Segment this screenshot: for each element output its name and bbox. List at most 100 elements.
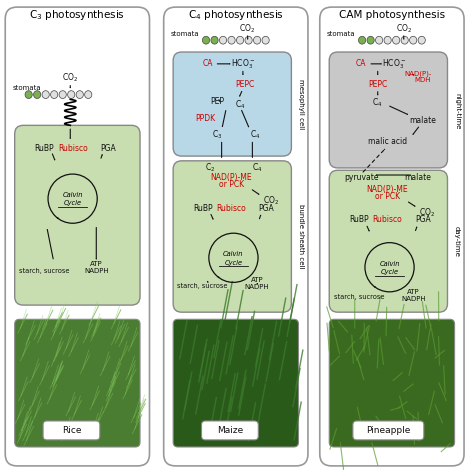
Text: CO$_2$: CO$_2$ — [396, 22, 412, 35]
Text: C$_4$: C$_4$ — [252, 162, 262, 174]
Text: HCO$_3^-$: HCO$_3^-$ — [231, 57, 255, 70]
Text: HCO$_3^-$: HCO$_3^-$ — [382, 57, 406, 70]
Text: stomata: stomata — [171, 31, 200, 37]
Text: C$_4$: C$_4$ — [373, 97, 383, 109]
Text: ATP
NADPH: ATP NADPH — [401, 289, 426, 302]
Text: C$_2$: C$_2$ — [205, 162, 215, 174]
Text: starch, sucrose: starch, sucrose — [177, 283, 228, 289]
Text: RuBP: RuBP — [349, 215, 369, 225]
Text: PGA: PGA — [415, 215, 430, 225]
Ellipse shape — [34, 91, 41, 98]
Text: CO$_2$: CO$_2$ — [239, 22, 256, 35]
Ellipse shape — [51, 91, 58, 98]
FancyBboxPatch shape — [320, 7, 464, 466]
Text: night-time: night-time — [454, 93, 460, 129]
Text: NAD(P)-ME: NAD(P)-ME — [366, 184, 408, 194]
Text: C$_3$ photosynthesis: C$_3$ photosynthesis — [29, 8, 125, 22]
Text: starch, sucrose: starch, sucrose — [19, 268, 70, 273]
Text: CO$_2$: CO$_2$ — [62, 72, 78, 84]
FancyBboxPatch shape — [5, 7, 149, 466]
Text: stomata: stomata — [12, 85, 41, 90]
Text: CO$_2$: CO$_2$ — [263, 194, 280, 207]
Ellipse shape — [384, 36, 391, 44]
Ellipse shape — [375, 36, 383, 44]
Text: Calvin: Calvin — [223, 252, 244, 257]
Text: Rubisco: Rubisco — [372, 215, 402, 225]
FancyBboxPatch shape — [173, 319, 299, 447]
Text: C$_4$: C$_4$ — [235, 99, 246, 111]
Text: RuBP: RuBP — [193, 203, 212, 213]
Text: CA: CA — [202, 59, 213, 69]
Text: PEPC: PEPC — [236, 79, 255, 89]
Ellipse shape — [401, 36, 408, 44]
FancyBboxPatch shape — [43, 421, 100, 440]
Ellipse shape — [76, 91, 83, 98]
Text: Rice: Rice — [62, 426, 81, 435]
Ellipse shape — [68, 91, 75, 98]
Ellipse shape — [367, 36, 374, 44]
Text: pyruvate: pyruvate — [344, 173, 378, 182]
FancyBboxPatch shape — [329, 319, 455, 447]
Ellipse shape — [254, 36, 261, 44]
Text: Calvin: Calvin — [379, 261, 400, 267]
Text: stomata: stomata — [327, 31, 356, 37]
Ellipse shape — [202, 36, 210, 44]
Ellipse shape — [59, 91, 66, 98]
Text: CAM photosynthesis: CAM photosynthesis — [339, 10, 445, 20]
Text: Cycle: Cycle — [64, 201, 82, 206]
Text: C$_4$ photosynthesis: C$_4$ photosynthesis — [188, 8, 284, 22]
Text: CA: CA — [356, 59, 366, 69]
Text: Pineapple: Pineapple — [366, 426, 410, 435]
Text: or PCK: or PCK — [219, 180, 244, 189]
Ellipse shape — [392, 36, 400, 44]
Text: mesophyll cell: mesophyll cell — [298, 79, 304, 129]
Ellipse shape — [237, 36, 244, 44]
FancyBboxPatch shape — [329, 52, 447, 168]
Text: PPDK: PPDK — [195, 114, 215, 123]
Text: C$_4$: C$_4$ — [249, 129, 260, 141]
Text: bundle sheath cell: bundle sheath cell — [298, 204, 304, 269]
Text: RuBP: RuBP — [35, 144, 54, 154]
Text: MDH: MDH — [414, 78, 431, 83]
FancyBboxPatch shape — [15, 319, 140, 447]
FancyBboxPatch shape — [173, 52, 292, 156]
FancyBboxPatch shape — [15, 125, 140, 305]
Text: Rubisco: Rubisco — [58, 144, 88, 154]
Text: or PCK: or PCK — [374, 192, 400, 201]
Text: NAD(P)-: NAD(P)- — [404, 70, 432, 77]
Text: malate: malate — [409, 116, 436, 125]
Text: PGA: PGA — [259, 203, 274, 213]
Ellipse shape — [245, 36, 252, 44]
Ellipse shape — [418, 36, 425, 44]
FancyBboxPatch shape — [173, 161, 292, 312]
Text: starch, sucrose: starch, sucrose — [334, 294, 384, 300]
Text: C$_3$: C$_3$ — [212, 129, 222, 141]
Text: malic acid: malic acid — [368, 137, 407, 147]
Ellipse shape — [25, 91, 32, 98]
Text: day-time: day-time — [454, 226, 460, 257]
FancyBboxPatch shape — [164, 7, 308, 466]
FancyBboxPatch shape — [353, 421, 424, 440]
Text: CO$_2$: CO$_2$ — [419, 207, 436, 219]
Text: Cycle: Cycle — [381, 269, 399, 275]
Ellipse shape — [219, 36, 227, 44]
Text: malate: malate — [404, 173, 431, 182]
Text: Calvin: Calvin — [63, 193, 83, 198]
Text: PEPC: PEPC — [368, 79, 387, 89]
Ellipse shape — [85, 91, 92, 98]
Text: Rubisco: Rubisco — [216, 203, 246, 213]
Ellipse shape — [42, 91, 49, 98]
Text: Maize: Maize — [217, 426, 243, 435]
Ellipse shape — [410, 36, 417, 44]
Ellipse shape — [211, 36, 218, 44]
Text: ATP
NADPH: ATP NADPH — [84, 261, 109, 274]
Ellipse shape — [262, 36, 269, 44]
Ellipse shape — [228, 36, 235, 44]
Text: ATP
NADPH: ATP NADPH — [245, 277, 269, 290]
Text: PGA: PGA — [100, 144, 116, 154]
Text: Cycle: Cycle — [224, 260, 243, 265]
Ellipse shape — [358, 36, 366, 44]
Text: PEP: PEP — [210, 97, 224, 106]
FancyBboxPatch shape — [329, 170, 447, 312]
FancyBboxPatch shape — [201, 421, 258, 440]
